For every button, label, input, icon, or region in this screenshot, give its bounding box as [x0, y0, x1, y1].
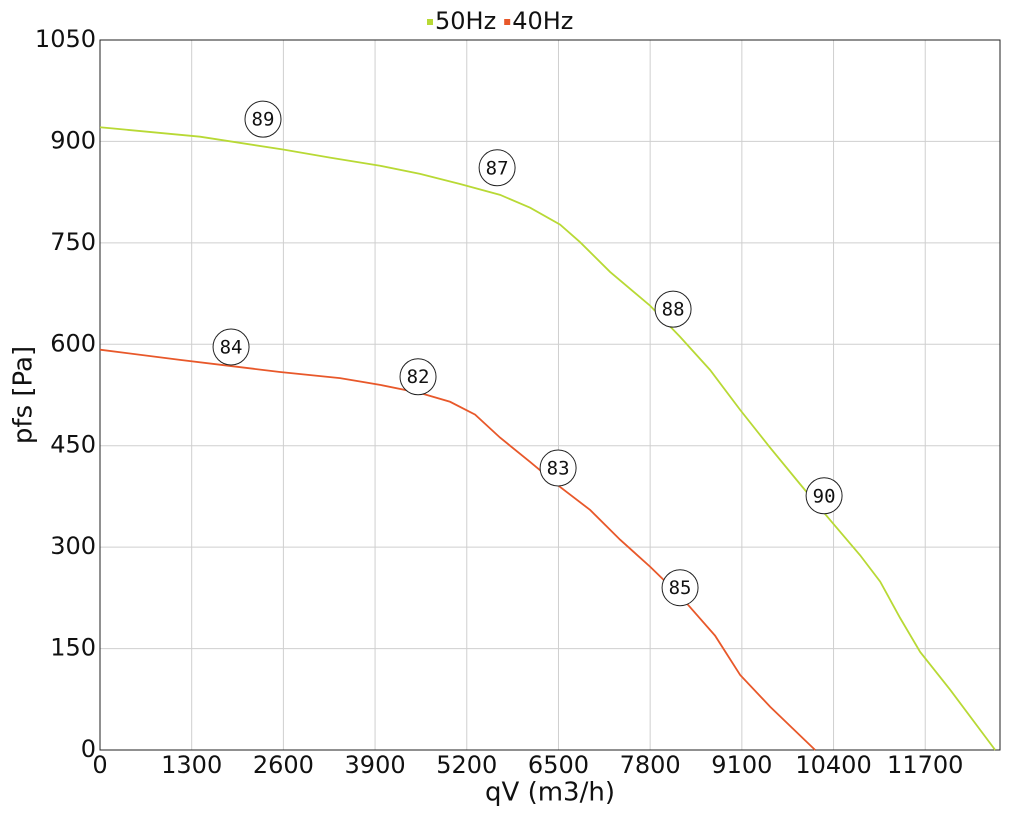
x-tick-label: 9100 — [711, 751, 772, 779]
y-tick-label: 900 — [50, 126, 96, 154]
legend-swatch — [427, 19, 433, 25]
y-axis-label: pfs [Pa] — [9, 346, 39, 444]
legend-swatch — [504, 19, 511, 25]
legend-label: 50Hz — [435, 7, 496, 35]
x-tick-label: 7800 — [620, 751, 681, 779]
annotation-marker — [539, 449, 577, 487]
x-tick-label: 2600 — [253, 751, 314, 779]
x-tick-label: 6500 — [528, 751, 589, 779]
y-tick-label: 150 — [50, 634, 96, 662]
annotation-marker — [654, 290, 692, 328]
annotation-marker — [212, 328, 250, 366]
y-tick-label: 1050 — [35, 25, 96, 53]
annotation-marker — [661, 569, 699, 607]
annotation-label: 90 — [813, 485, 836, 507]
annotation-label: 88 — [662, 299, 685, 321]
x-axis-label: qV (m3/h) — [485, 778, 615, 808]
plot-frame — [99, 39, 1001, 751]
y-tick-label: 450 — [50, 431, 96, 459]
annotation-marker — [478, 149, 516, 187]
x-tick-label: 1300 — [161, 751, 222, 779]
y-tick-label: 300 — [50, 532, 96, 560]
annotation-label: 82 — [407, 366, 430, 388]
annotation-label: 83 — [547, 458, 570, 480]
x-tick-label: 11700 — [887, 751, 963, 779]
annotation-marker — [244, 100, 282, 138]
annotation-label: 87 — [486, 157, 509, 179]
y-tick-label: 0 — [81, 735, 96, 763]
annotation-label: 85 — [669, 577, 692, 599]
y-tick-label: 750 — [50, 228, 96, 256]
legend-label: 40Hz — [512, 7, 573, 35]
x-tick-label: 10400 — [795, 751, 871, 779]
x-tick-label: 0 — [92, 751, 107, 779]
y-tick-label: 600 — [50, 329, 96, 357]
annotation-label: 89 — [252, 109, 275, 131]
annotation-label: 84 — [220, 336, 243, 358]
series-line — [99, 126, 996, 751]
annotation-marker — [399, 358, 437, 396]
x-tick-label: 3900 — [345, 751, 406, 779]
annotation-marker — [805, 477, 843, 515]
x-tick-label: 5200 — [436, 751, 497, 779]
series-line — [99, 348, 816, 751]
